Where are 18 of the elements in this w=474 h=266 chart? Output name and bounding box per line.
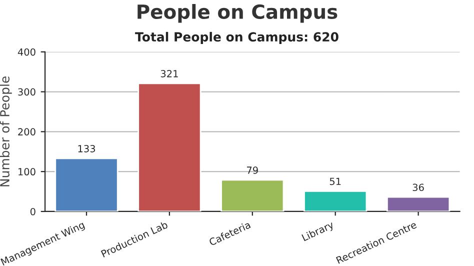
y-tick-label: 400 — [18, 48, 36, 56]
y-tick-label: 200 — [18, 128, 36, 136]
bar — [386, 196, 450, 212]
y-tick-label: 300 — [18, 88, 36, 96]
data-label: 79 — [247, 166, 258, 174]
bar — [138, 82, 202, 212]
y-axis-title: Number of People — [0, 76, 12, 186]
data-label: 321 — [160, 70, 178, 78]
y-tick-label: 100 — [18, 168, 36, 176]
chart-title: People on Campus — [138, 4, 338, 23]
data-label: 133 — [78, 145, 96, 152]
data-label: 51 — [330, 178, 341, 186]
bar — [304, 190, 368, 212]
data-label: 36 — [412, 184, 424, 192]
bar — [54, 158, 118, 212]
chart-subtitle: Total People on Campus: 620 — [135, 32, 338, 44]
bar — [220, 179, 284, 212]
y-tick-label: 0 — [30, 208, 36, 216]
